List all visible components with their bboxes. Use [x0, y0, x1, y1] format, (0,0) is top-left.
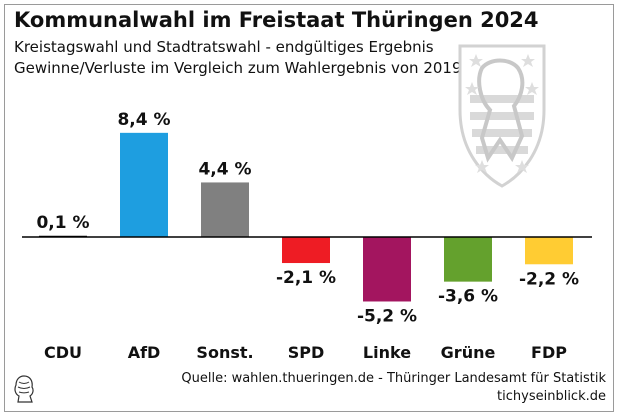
category-label-3: SPD [288, 343, 325, 362]
category-label-2: Sonst. [196, 343, 253, 362]
category-label-5: Grüne [441, 343, 496, 362]
bar-2 [201, 182, 249, 237]
category-label-0: CDU [44, 343, 82, 362]
category-label-4: Linke [363, 343, 411, 362]
bar-4 [363, 237, 411, 302]
bar-3 [282, 237, 330, 264]
value-label-5: -3,6 % [438, 287, 498, 307]
bar-6 [525, 237, 573, 265]
publisher-logo-icon [14, 375, 34, 403]
bar-1 [120, 132, 168, 237]
chart-title: Kommunalwahl im Freistaat Thüringen 2024 [14, 8, 539, 32]
site-credit: tichyseinblick.de [497, 389, 606, 404]
chart-subtitle-2: Gewinne/Verluste im Vergleich zum Wahler… [14, 59, 462, 77]
source-note: Quelle: wahlen.thueringen.de - Thüringer… [181, 371, 606, 386]
value-label-1: 8,4 % [117, 110, 170, 130]
coat-of-arms-icon [458, 44, 546, 188]
value-label-6: -2,2 % [519, 269, 579, 289]
value-label-0: 0,1 % [36, 213, 89, 233]
value-label-2: 4,4 % [198, 159, 251, 179]
category-label-1: AfD [128, 343, 161, 362]
category-label-6: FDP [531, 343, 567, 362]
value-label-3: -2,1 % [276, 268, 336, 288]
bar-5 [444, 237, 492, 282]
value-label-4: -5,2 % [357, 306, 417, 326]
chart-subtitle-1: Kreistagswahl und Stadtratswahl - endgül… [14, 38, 434, 56]
